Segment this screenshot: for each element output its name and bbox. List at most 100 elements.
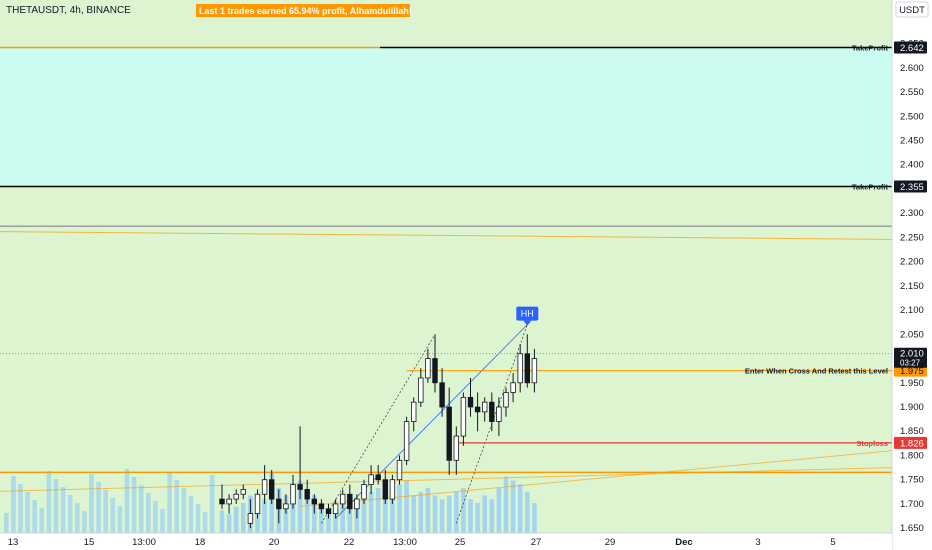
price-tick: 1.900 bbox=[900, 402, 924, 413]
volume-bar bbox=[304, 499, 310, 533]
price-tick: 2.150 bbox=[900, 281, 924, 292]
price-axis-bg bbox=[892, 0, 932, 550]
candle-body bbox=[290, 484, 296, 505]
volume-bar bbox=[326, 510, 331, 533]
hh-marker: HH bbox=[516, 306, 539, 326]
time-tick: 5 bbox=[830, 537, 835, 548]
time-tick: 25 bbox=[455, 537, 466, 548]
volume-bar bbox=[167, 472, 172, 533]
time-tick: 18 bbox=[195, 537, 206, 548]
volume-bar bbox=[138, 485, 144, 533]
volume-bar bbox=[532, 503, 537, 533]
time-tick: 20 bbox=[269, 537, 280, 548]
level-tag-text-take-profit-2: 2.642 bbox=[900, 43, 924, 54]
time-tick: 13:00 bbox=[132, 537, 156, 548]
candle-body bbox=[467, 396, 474, 408]
candle-body bbox=[489, 401, 495, 422]
descending-line bbox=[0, 231, 893, 240]
price-tick: 2.550 bbox=[900, 87, 924, 98]
volume-bar bbox=[174, 480, 179, 533]
time-tick: 29 bbox=[605, 537, 616, 548]
volume-bar bbox=[226, 514, 232, 533]
candle-body bbox=[503, 392, 509, 408]
level-label-entry: Enter When Cross And Retest this Level bbox=[745, 367, 888, 376]
candle-body bbox=[418, 377, 424, 403]
candle-body bbox=[268, 479, 275, 500]
volume-bar bbox=[233, 506, 239, 533]
volume-bar bbox=[489, 499, 495, 533]
volume-bar bbox=[103, 490, 108, 533]
candle-body bbox=[432, 358, 438, 384]
price-tick: 2.050 bbox=[900, 329, 924, 340]
candle-body bbox=[531, 358, 538, 384]
zigzag-line bbox=[321, 334, 436, 524]
hh-box bbox=[516, 306, 539, 321]
time-axis-bg bbox=[0, 533, 892, 550]
candle-body bbox=[276, 498, 282, 510]
volume-bar bbox=[18, 484, 23, 533]
volume-bar bbox=[503, 476, 509, 533]
volume-bar bbox=[397, 484, 402, 533]
volume-bar bbox=[517, 484, 523, 533]
candle-body bbox=[261, 479, 268, 495]
candle-body bbox=[226, 498, 232, 505]
candle-body bbox=[347, 493, 353, 510]
currency-label: USDT bbox=[899, 5, 925, 16]
price-axis[interactable]: USDT2.6502.6002.5502.5002.4502.4002.3502… bbox=[891, 0, 932, 550]
price-tick: 2.300 bbox=[900, 208, 924, 219]
volume-bar bbox=[60, 487, 66, 533]
candle-body bbox=[332, 503, 339, 515]
volume-bar bbox=[4, 513, 9, 533]
volume-bar bbox=[82, 511, 87, 533]
volume-bar bbox=[124, 469, 130, 533]
price-tick: 2.400 bbox=[900, 160, 924, 171]
volume-bar bbox=[383, 495, 388, 533]
volume-bar bbox=[39, 508, 45, 533]
price-tick: 2.500 bbox=[900, 111, 924, 122]
time-axis[interactable]: 13 15 13:00 18 20 22 13:00 25 27 29 Dec 3 5 bbox=[0, 532, 926, 550]
candle-body bbox=[219, 498, 225, 505]
volume-bar bbox=[461, 488, 466, 533]
volume-bar bbox=[390, 491, 395, 533]
volume-bar bbox=[202, 512, 208, 533]
candle-body bbox=[453, 435, 459, 461]
candle-body bbox=[496, 406, 502, 422]
volume-bar bbox=[361, 495, 367, 533]
time-tick: 13:00 bbox=[393, 537, 417, 548]
candle-body bbox=[247, 513, 254, 524]
time-tick: 15 bbox=[84, 537, 95, 548]
volume-bar bbox=[209, 475, 215, 533]
candle-body bbox=[368, 474, 374, 485]
volume-bar bbox=[25, 492, 30, 533]
candle-body bbox=[382, 479, 388, 500]
volume-bar bbox=[53, 479, 59, 533]
volume-bar bbox=[454, 491, 459, 533]
volume-bar bbox=[117, 506, 123, 533]
volume-bar bbox=[153, 501, 158, 533]
candle-body bbox=[439, 382, 445, 408]
volume-bar bbox=[510, 480, 516, 533]
candle-body bbox=[240, 488, 246, 495]
volume-bar bbox=[340, 503, 345, 533]
volume-bar bbox=[241, 503, 246, 533]
candle-body bbox=[339, 493, 346, 505]
volume-bar bbox=[439, 499, 445, 533]
hh-trend-line bbox=[335, 324, 528, 519]
volume-bar bbox=[283, 495, 289, 533]
price-tick: 2.250 bbox=[900, 232, 924, 243]
price-tick: 1.950 bbox=[900, 378, 924, 389]
price-tick: 2.200 bbox=[900, 257, 924, 268]
volume-bar bbox=[188, 496, 194, 533]
volume-bar bbox=[432, 495, 438, 533]
level-tag-text-stoploss: 1.826 bbox=[900, 438, 924, 449]
volume-bar bbox=[425, 488, 431, 533]
volume-bar bbox=[375, 488, 381, 533]
time-tick: 22 bbox=[344, 537, 355, 548]
candle-body bbox=[460, 396, 467, 437]
candle-body bbox=[354, 498, 360, 510]
candle-body bbox=[254, 493, 261, 515]
current-price-tag bbox=[894, 347, 927, 368]
take-profit-zone bbox=[0, 47, 892, 187]
